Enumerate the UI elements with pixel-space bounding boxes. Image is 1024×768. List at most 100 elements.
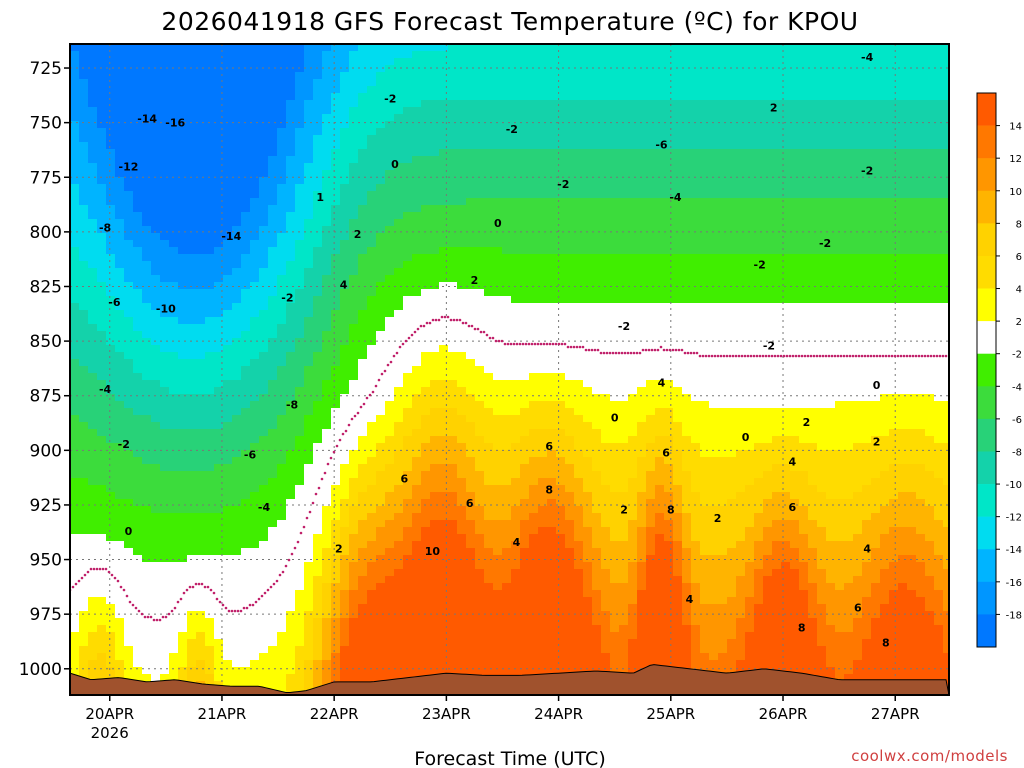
temperature-cell (169, 233, 179, 241)
temperature-cell (358, 177, 368, 185)
temperature-cell (322, 324, 332, 332)
temperature-cell (394, 331, 404, 339)
temperature-cell (475, 219, 485, 227)
temperature-cell (385, 646, 395, 654)
temperature-cell (511, 576, 521, 584)
temperature-cell (322, 471, 332, 479)
temperature-cell (97, 527, 107, 535)
temperature-cell (106, 303, 116, 311)
temperature-cell (70, 324, 80, 332)
temperature-cell (475, 401, 485, 409)
temperature-cell (439, 478, 449, 486)
temperature-cell (340, 170, 350, 178)
temperature-cell (439, 310, 449, 318)
temperature-cell (187, 219, 197, 227)
temperature-cell (151, 639, 161, 647)
temperature-cell (160, 65, 170, 73)
temperature-cell (538, 408, 548, 416)
temperature-cell (421, 625, 431, 633)
temperature-cell (547, 65, 557, 73)
temperature-cell (115, 324, 125, 332)
temperature-cell (340, 443, 350, 451)
temperature-cell (286, 464, 296, 472)
temperature-cell (187, 121, 197, 129)
temperature-cell (538, 156, 548, 164)
temperature-cell (304, 555, 314, 563)
temperature-cell (133, 541, 143, 549)
temperature-cell (241, 289, 251, 297)
temperature-cell (493, 653, 503, 661)
temperature-cell (178, 163, 188, 171)
temperature-cell (241, 177, 251, 185)
temperature-cell (295, 464, 305, 472)
temperature-cell (511, 373, 521, 381)
temperature-cell (493, 65, 503, 73)
temperature-cell (232, 667, 242, 675)
temperature-cell (385, 128, 395, 136)
temperature-cell (70, 198, 80, 206)
temperature-cell (475, 205, 485, 213)
temperature-cell (124, 667, 134, 675)
temperature-cell (70, 562, 80, 570)
temperature-cell (241, 79, 251, 87)
temperature-cell (493, 604, 503, 612)
temperature-cell (349, 373, 359, 381)
temperature-cell (250, 674, 260, 682)
temperature-cell (277, 198, 287, 206)
temperature-cell (511, 485, 521, 493)
temperature-cell (196, 254, 206, 262)
temperature-cell (529, 569, 539, 577)
temperature-cell (205, 527, 215, 535)
temperature-cell (421, 72, 431, 80)
temperature-cell (502, 485, 512, 493)
temperature-cell (448, 296, 458, 304)
temperature-cell (493, 191, 503, 199)
temperature-cell (484, 401, 494, 409)
temperature-cell (295, 674, 305, 682)
temperature-cell (70, 443, 80, 451)
temperature-cell (538, 107, 548, 115)
temperature-cell (421, 443, 431, 451)
temperature-cell (394, 415, 404, 423)
temperature-cell (340, 310, 350, 318)
temperature-cell (430, 324, 440, 332)
temperature-cell (493, 590, 503, 598)
temperature-cell (367, 513, 377, 521)
temperature-cell (493, 212, 503, 220)
temperature-cell (475, 408, 485, 416)
temperature-cell (106, 387, 116, 395)
temperature-cell (448, 107, 458, 115)
temperature-cell (349, 163, 359, 171)
temperature-cell (412, 79, 422, 87)
temperature-cell (349, 471, 359, 479)
temperature-cell (232, 149, 242, 157)
temperature-cell (295, 555, 305, 563)
temperature-cell (475, 310, 485, 318)
temperature-cell (79, 324, 89, 332)
temperature-cell (313, 520, 323, 528)
temperature-cell (115, 443, 125, 451)
temperature-cell (115, 611, 125, 619)
temperature-cell (295, 506, 305, 514)
temperature-cell (313, 408, 323, 416)
temperature-cell (178, 198, 188, 206)
temperature-cell (358, 345, 368, 353)
temperature-cell (394, 583, 404, 591)
temperature-cell (538, 499, 548, 507)
temperature-cell (448, 583, 458, 591)
temperature-cell (457, 198, 467, 206)
temperature-cell (412, 114, 422, 122)
temperature-cell (97, 100, 107, 108)
temperature-cell (70, 415, 80, 423)
temperature-cell (358, 282, 368, 290)
temperature-cell (394, 247, 404, 255)
temperature-cell (322, 282, 332, 290)
temperature-cell (142, 625, 152, 633)
temperature-cell (79, 44, 89, 52)
temperature-cell (223, 681, 233, 689)
temperature-cell (448, 618, 458, 626)
temperature-cell (133, 163, 143, 171)
temperature-cell (295, 485, 305, 493)
temperature-cell (349, 128, 359, 136)
temperature-cell (232, 198, 242, 206)
